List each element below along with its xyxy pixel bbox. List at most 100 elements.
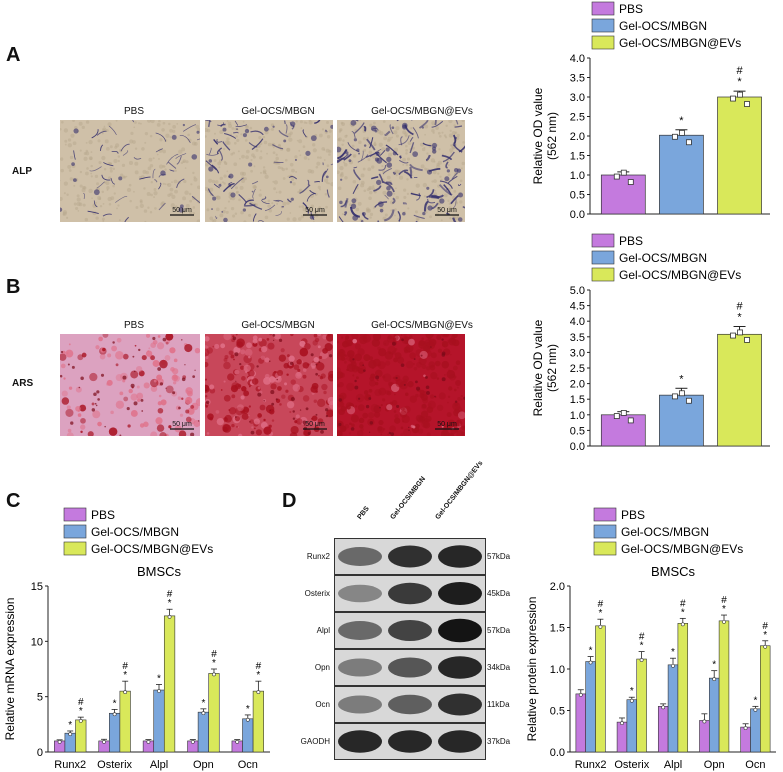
wb-band <box>438 730 482 753</box>
significance-mark: * <box>722 604 726 615</box>
chart-c-mrna: PBS Gel-OCS/MBGN Gel-OCS/MBGN@EVs BMSCs 0 5 10… <box>3 507 270 771</box>
wb-band <box>388 545 432 568</box>
wb-band <box>338 658 382 677</box>
data-point <box>613 413 620 419</box>
wb-band <box>338 695 382 714</box>
significance-mark: * <box>212 658 216 669</box>
legend-swatch <box>591 1 615 16</box>
wb-blot-row <box>334 723 486 760</box>
significance-mark: # <box>78 697 84 708</box>
x-tick-label: Osterix <box>614 759 649 771</box>
data-point <box>672 393 678 400</box>
wb-protein-label: Runx2 <box>306 551 330 561</box>
wb-band <box>388 582 432 605</box>
bar <box>659 134 704 215</box>
y-tick-label: 1.5 <box>550 623 565 635</box>
scale-bar-label: 50 μm <box>437 421 457 428</box>
significance-mark: * <box>671 647 675 658</box>
micrograph-ars-mbgn: 50 μm <box>205 334 333 436</box>
bar <box>677 623 689 753</box>
bar <box>740 726 751 753</box>
data-point <box>167 614 172 619</box>
y-tick-label: 2.0 <box>570 379 585 391</box>
data-point <box>146 740 151 744</box>
bar <box>75 719 87 753</box>
wb-protein-label: Osterix <box>304 588 330 598</box>
bar <box>197 711 209 753</box>
bar <box>718 620 730 753</box>
bar <box>585 661 596 753</box>
stain-label-alp: ALP <box>12 166 32 177</box>
significance-mark: # <box>639 632 645 643</box>
wb-blot-row <box>334 649 486 686</box>
y-tick-label: 15 <box>31 581 43 593</box>
legend-label: Gel-OCS/MBGN <box>619 251 707 265</box>
y-tick-label: 10 <box>31 636 43 648</box>
data-point <box>620 410 627 416</box>
significance-mark: # <box>736 65 743 77</box>
data-point <box>102 740 106 744</box>
data-point <box>123 690 128 695</box>
data-point <box>68 732 73 737</box>
y-tick-label: 1.0 <box>550 664 565 676</box>
significance-mark: * <box>681 607 685 618</box>
y-tick-label: 4.0 <box>570 53 585 65</box>
data-point <box>639 658 644 662</box>
legend-label: Gel-OCS/MBGN@EVs <box>619 268 741 282</box>
y-axis-label: Relative OD value(562 nm) <box>531 87 559 184</box>
data-point <box>712 677 717 682</box>
micro-title-a-pbs: PBS <box>123 106 144 117</box>
y-tick-label: 0 <box>37 747 43 759</box>
significance-mark: * <box>640 641 644 652</box>
chart-d-protein: PBS Gel-OCS/MBGN Gel-OCS/MBGN@EVs BMSCs 0.0 0… <box>525 507 776 771</box>
legend: PBS Gel-OCS/MBGN Gel-OCS/MBGN@EVs <box>63 507 213 556</box>
significance-mark: * <box>737 76 742 88</box>
significance-mark: * <box>157 673 161 684</box>
bar <box>717 333 762 447</box>
wb-band <box>388 694 432 715</box>
wb-band <box>388 730 432 753</box>
legend-label: Gel-OCS/MBGN@EVs <box>621 542 743 556</box>
x-tick-label: Runx2 <box>575 759 607 771</box>
wb-protein-label: GAODH <box>300 736 330 746</box>
data-point <box>672 133 678 140</box>
bar <box>252 690 264 753</box>
data-point <box>598 624 603 629</box>
scale-bar-label: 50 μm <box>305 421 325 428</box>
significance-mark: * <box>589 646 593 657</box>
wb-kda-label: 57kDa <box>487 625 511 635</box>
y-tick-label: 3.5 <box>570 332 585 344</box>
significance-mark: * <box>737 312 742 324</box>
x-tick-label: Osterix <box>97 759 132 771</box>
x-tick-label: Ocn <box>238 759 258 771</box>
y-tick-label: 3.0 <box>570 92 585 104</box>
data-point <box>578 692 583 697</box>
data-point <box>671 663 675 668</box>
wb-protein-label: Alpl <box>316 625 330 635</box>
chart-title: BMSCs <box>137 564 182 579</box>
wb-blot-row <box>334 538 486 575</box>
significance-mark: * <box>753 695 757 706</box>
data-point <box>744 337 750 343</box>
scale-bar: 50 μm <box>170 207 194 216</box>
significance-mark: * <box>679 373 684 385</box>
data-point <box>743 726 748 731</box>
data-point <box>686 139 692 146</box>
bar <box>575 693 586 753</box>
scale-bar-label: 50 μm <box>172 421 192 428</box>
x-tick-label: Ocn <box>745 759 765 771</box>
micro-title-a-evs: Gel-OCS/MBGN@EVs <box>371 106 473 117</box>
legend-label: Gel-OCS/MBGN <box>619 19 707 33</box>
micrograph-ars-pbs: 50 μm <box>60 334 200 436</box>
legend: PBS Gel-OCS/MBGN Gel-OCS/MBGN@EVs <box>591 233 741 282</box>
chart-title: BMSCs <box>651 564 696 579</box>
legend-label: Gel-OCS/MBGN@EVs <box>91 542 213 556</box>
bar <box>717 96 762 215</box>
data-point <box>680 622 685 627</box>
legend-swatch <box>593 541 617 556</box>
wb-band <box>438 545 482 568</box>
y-tick-label: 0.0 <box>570 441 585 453</box>
chart-a-od-alp: PBS Gel-OCS/MBGN Gel-OCS/MBGN@EVs 0.0 0.5 1.0… <box>531 1 770 221</box>
data-point <box>686 397 692 404</box>
significance-mark: # <box>256 661 262 672</box>
